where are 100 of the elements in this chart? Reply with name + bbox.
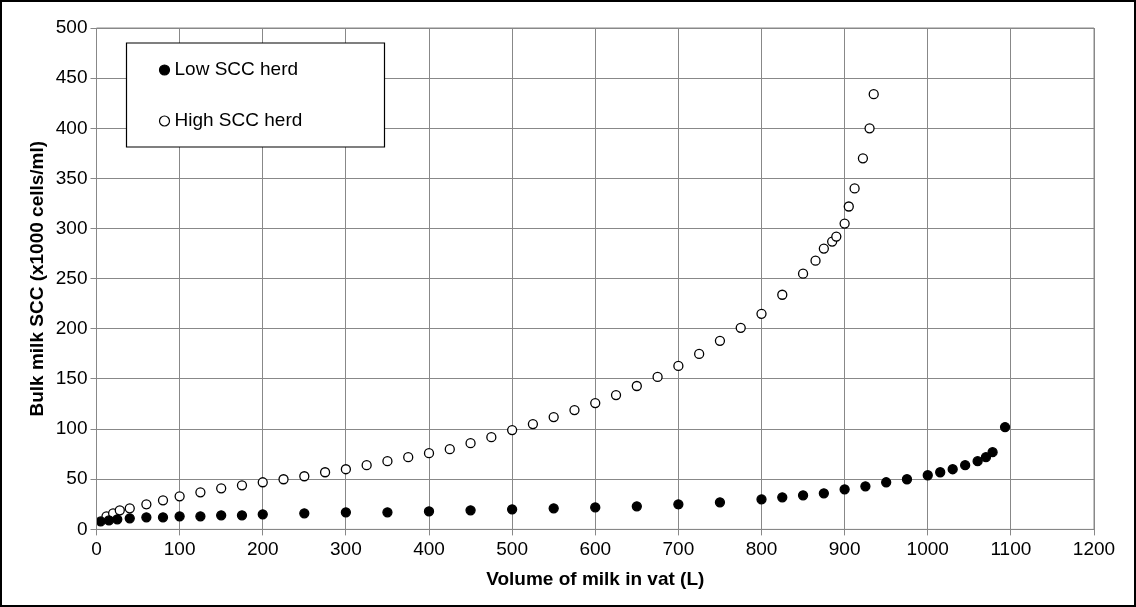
point — [694, 348, 705, 360]
point — [590, 502, 601, 513]
point — [124, 503, 135, 514]
point — [673, 360, 684, 372]
point — [114, 505, 125, 516]
point — [174, 511, 185, 522]
point — [278, 474, 289, 485]
point — [96, 516, 106, 527]
x-tick-label: 100 — [163, 538, 196, 560]
y-tick-label: 200 — [55, 317, 88, 339]
y-tick-label: 400 — [55, 116, 88, 138]
point — [831, 231, 842, 242]
point — [839, 484, 850, 495]
point — [423, 448, 435, 459]
y-tick-label: 300 — [55, 216, 88, 238]
point — [548, 503, 559, 514]
point — [527, 418, 539, 430]
point — [960, 460, 971, 471]
point — [403, 452, 414, 463]
point — [141, 512, 152, 523]
point — [423, 506, 435, 517]
legend-label: Low SCC herd — [174, 58, 299, 80]
point — [195, 487, 206, 498]
point — [947, 464, 958, 475]
point — [980, 452, 992, 463]
point — [922, 470, 933, 481]
x-tick-label: 1000 — [906, 538, 949, 560]
y-tick-label: 150 — [55, 367, 88, 389]
point — [864, 123, 875, 134]
y-tick-label: 100 — [55, 417, 88, 439]
point — [818, 243, 829, 254]
legend-label: High SCC herd — [174, 109, 303, 131]
point — [810, 255, 821, 266]
x-tick-label: 400 — [413, 538, 445, 560]
point — [631, 380, 642, 392]
point — [652, 371, 663, 383]
point — [797, 490, 809, 501]
x-tick-label: 800 — [745, 538, 778, 560]
y-tick-label: 50 — [66, 467, 88, 489]
point — [361, 460, 372, 471]
point — [299, 508, 310, 519]
point — [236, 480, 248, 491]
point — [236, 510, 248, 521]
point — [382, 456, 393, 467]
point — [569, 404, 580, 416]
point — [340, 464, 352, 475]
point — [590, 397, 601, 409]
point — [868, 89, 879, 100]
point — [157, 512, 169, 523]
point — [714, 497, 726, 508]
point — [465, 438, 476, 449]
point — [112, 514, 123, 525]
point — [257, 509, 268, 520]
y-tick-label: 450 — [55, 66, 88, 88]
point — [486, 431, 497, 443]
x-tick-label: 1200 — [1072, 538, 1116, 560]
point — [777, 492, 788, 503]
point — [506, 504, 518, 515]
point — [881, 477, 892, 488]
x-tick-label: 1100 — [990, 538, 1032, 560]
point — [506, 424, 518, 436]
y-tick-label: 350 — [55, 166, 88, 188]
x-axis-title: Volume of milk in vat (L) — [486, 567, 705, 589]
point — [987, 447, 998, 458]
x-tick-label: 700 — [662, 538, 695, 560]
point — [901, 474, 913, 485]
x-tick-label: 200 — [246, 538, 279, 560]
point — [610, 389, 622, 401]
x-tick-label: 300 — [330, 538, 362, 560]
y-axis-title: Bulk milk SCC (x1000 cells/ml) — [25, 140, 47, 417]
y-tick-label: 500 — [55, 16, 88, 38]
point — [756, 308, 767, 319]
point — [174, 491, 185, 502]
point — [216, 483, 227, 494]
point — [257, 477, 268, 488]
point — [857, 153, 869, 164]
x-tick-label: 600 — [579, 538, 612, 560]
point — [157, 495, 169, 506]
point — [216, 510, 227, 521]
point — [735, 322, 746, 333]
point — [843, 201, 854, 212]
point — [797, 268, 809, 279]
point — [340, 507, 352, 518]
point — [860, 481, 871, 492]
point — [756, 494, 767, 505]
point — [444, 444, 455, 455]
point — [714, 335, 726, 347]
y-tick-label: 250 — [55, 266, 88, 288]
point — [382, 507, 393, 518]
point — [631, 501, 642, 512]
point — [999, 421, 1011, 433]
point — [195, 511, 206, 522]
point — [673, 499, 684, 510]
x-tick-label: 500 — [496, 538, 528, 560]
point — [465, 505, 476, 516]
point — [124, 513, 135, 524]
point — [818, 488, 829, 499]
point — [548, 411, 559, 423]
x-tick-label: 900 — [828, 538, 861, 560]
y-tick-label: 0 — [76, 517, 88, 539]
